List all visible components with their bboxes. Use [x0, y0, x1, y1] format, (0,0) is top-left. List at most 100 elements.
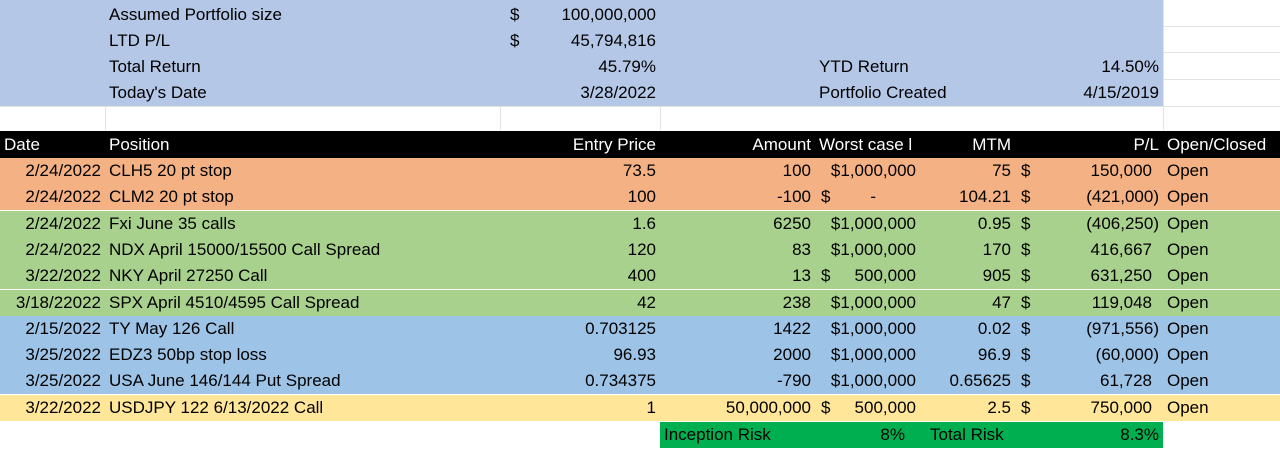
cell-date[interactable]: 2/24/2022	[25, 213, 101, 233]
cell-worst-case[interactable]: $1,000,000	[815, 211, 920, 237]
cell-date[interactable]: 2/24/2022	[25, 239, 101, 259]
cell-position[interactable]: USDJPY 122 6/13/2022 Call	[109, 397, 324, 417]
cell-pl[interactable]: $ (60,000)	[1015, 342, 1163, 368]
cell-amount[interactable]: 83	[792, 239, 811, 259]
portfolio-size-value[interactable]: $100,000,000	[500, 2, 660, 28]
cell-worst-case[interactable]: $500,000	[815, 263, 920, 289]
cell-amount[interactable]: 238	[782, 292, 811, 312]
value: 500,000	[854, 266, 916, 286]
cell-amount[interactable]: 2000	[773, 345, 811, 365]
cell-position[interactable]: CLH5 20 pt stop	[109, 161, 232, 180]
header-worst-case[interactable]: Worst case l	[819, 135, 913, 154]
cell-status[interactable]: Open	[1167, 345, 1209, 365]
cell-status[interactable]: Open	[1167, 239, 1209, 259]
cell-status[interactable]: Open	[1167, 371, 1209, 391]
cell-amount[interactable]: 13	[792, 266, 811, 286]
cell-amount[interactable]: 50,000,000	[725, 397, 811, 417]
cell-pl[interactable]: $631,250	[1015, 263, 1163, 289]
cell-pl[interactable]: $416,667	[1015, 237, 1163, 263]
cell-worst-case[interactable]: $ -	[815, 184, 920, 210]
cell-worst-case[interactable]: $500,000	[815, 395, 920, 421]
cell-date[interactable]: 3/25/2022	[25, 371, 101, 391]
cell-pl[interactable]: $ (421,000)	[1015, 184, 1163, 210]
header-open-closed[interactable]: Open/Closed	[1167, 135, 1267, 154]
cell-position[interactable]: EDZ3 50bp stop loss	[109, 345, 267, 365]
cell-worst-case[interactable]: $1,000,000	[815, 237, 920, 263]
cell-entry-price[interactable]: 1	[646, 397, 656, 417]
cell-amount[interactable]: 6250	[773, 213, 811, 233]
cell-worst-case[interactable]: $1,000,000	[815, 316, 920, 342]
cell-date[interactable]: 2/24/2022	[25, 161, 101, 180]
cell-date[interactable]: 3/25/2022	[25, 345, 101, 365]
total-risk-value[interactable]: 8.3%	[1120, 425, 1159, 444]
cell-entry-price[interactable]: 96.93	[613, 345, 656, 365]
value: $1,000,000	[830, 239, 916, 259]
ltd-pl-value[interactable]: $45,794,816	[500, 28, 660, 54]
cell-pl[interactable]: $150,000	[1015, 158, 1163, 184]
cell-mtm[interactable]: 905	[982, 266, 1011, 286]
header-mtm[interactable]: MTM	[972, 135, 1011, 154]
cell-position[interactable]: USA June 146/144 Put Spread	[109, 371, 341, 391]
cell-entry-price[interactable]: 400	[627, 266, 656, 286]
cell-entry-price[interactable]: 1.6	[632, 213, 656, 233]
cell-entry-price[interactable]: 42	[637, 292, 656, 312]
cell-date[interactable]: 2/15/2022	[25, 318, 101, 338]
cell-position[interactable]: SPX April 4510/4595 Call Spread	[109, 292, 360, 312]
cell-mtm[interactable]: 0.95	[977, 213, 1011, 233]
cell-date[interactable]: 2/24/2022	[25, 187, 101, 207]
cell-date[interactable]: 3/18/22022	[15, 292, 101, 312]
cell-mtm[interactable]: 0.02	[977, 318, 1011, 338]
cell-entry-price[interactable]: 0.734375	[585, 371, 656, 391]
cell-position[interactable]: NDX April 15000/15500 Call Spread	[109, 239, 381, 259]
cell-position[interactable]: TY May 126 Call	[109, 318, 235, 338]
cell-entry-price[interactable]: 0.703125	[585, 318, 656, 338]
header-entry-price[interactable]: Entry Price	[572, 135, 656, 154]
cell-pl[interactable]: $750,000	[1015, 395, 1163, 421]
cell-pl[interactable]: $119,048	[1015, 290, 1163, 316]
cell-status[interactable]: Open	[1167, 161, 1209, 180]
cell-mtm[interactable]: 96.9	[977, 345, 1011, 365]
cell-worst-case[interactable]: $1,000,000	[815, 342, 920, 368]
cell-mtm[interactable]: 170	[982, 239, 1011, 259]
cell-pl[interactable]: $61,728	[1015, 368, 1163, 394]
cell-status[interactable]: Open	[1167, 397, 1209, 417]
cell-status[interactable]: Open	[1167, 213, 1209, 233]
cell-position[interactable]: CLM2 20 pt stop	[109, 187, 234, 207]
cell-pl[interactable]: $ (971,556)	[1015, 316, 1163, 342]
cell-worst-case[interactable]: $1,000,000	[815, 290, 920, 316]
header-date[interactable]: Date	[4, 135, 40, 154]
cell-amount[interactable]: -790	[776, 371, 811, 391]
header-amount[interactable]: Amount	[752, 135, 811, 154]
todays-date-value[interactable]: 3/28/2022	[580, 83, 656, 102]
cell-mtm[interactable]: 104.21	[959, 187, 1011, 207]
portfolio-created-value[interactable]: 4/15/2019	[1083, 83, 1159, 102]
header-position[interactable]: Position	[109, 135, 170, 154]
cell-mtm[interactable]: 0.65625	[949, 371, 1011, 391]
cell-status[interactable]: Open	[1167, 318, 1209, 338]
cell-worst-case[interactable]: $1,000,000	[815, 158, 920, 184]
cell-amount[interactable]: 1422	[773, 318, 811, 338]
cell-status[interactable]: Open	[1167, 266, 1209, 286]
cell-amount[interactable]: -100	[776, 187, 811, 207]
cell-position[interactable]: NKY April 27250 Call	[109, 266, 268, 286]
currency-symbol: $	[1021, 371, 1031, 391]
header-pl[interactable]: P/L	[1133, 135, 1159, 154]
cell-date[interactable]: 3/22/2022	[25, 266, 101, 286]
total-return-value[interactable]: 45.79%	[598, 57, 656, 76]
ytd-return-value[interactable]: 14.50%	[1101, 57, 1159, 76]
cell-worst-case[interactable]: $1,000,000	[815, 368, 920, 394]
cell-date[interactable]: 3/22/2022	[25, 397, 101, 417]
cell-entry-price[interactable]: 120	[627, 239, 656, 259]
cell-mtm[interactable]: 47	[992, 292, 1011, 312]
cell-pl[interactable]: $ (406,250)	[1015, 211, 1163, 237]
value: 61,728	[1100, 371, 1152, 391]
cell-mtm[interactable]: 75	[992, 161, 1011, 180]
cell-status[interactable]: Open	[1167, 187, 1209, 207]
cell-entry-price[interactable]: 100	[627, 187, 656, 207]
cell-entry-price[interactable]: 73.5	[622, 161, 656, 180]
cell-status[interactable]: Open	[1167, 292, 1209, 312]
cell-position[interactable]: Fxi June 35 calls	[109, 213, 236, 233]
cell-mtm[interactable]: 2.5	[987, 397, 1011, 417]
cell-amount[interactable]: 100	[782, 161, 811, 180]
inception-risk-value[interactable]: 8%	[880, 425, 905, 444]
